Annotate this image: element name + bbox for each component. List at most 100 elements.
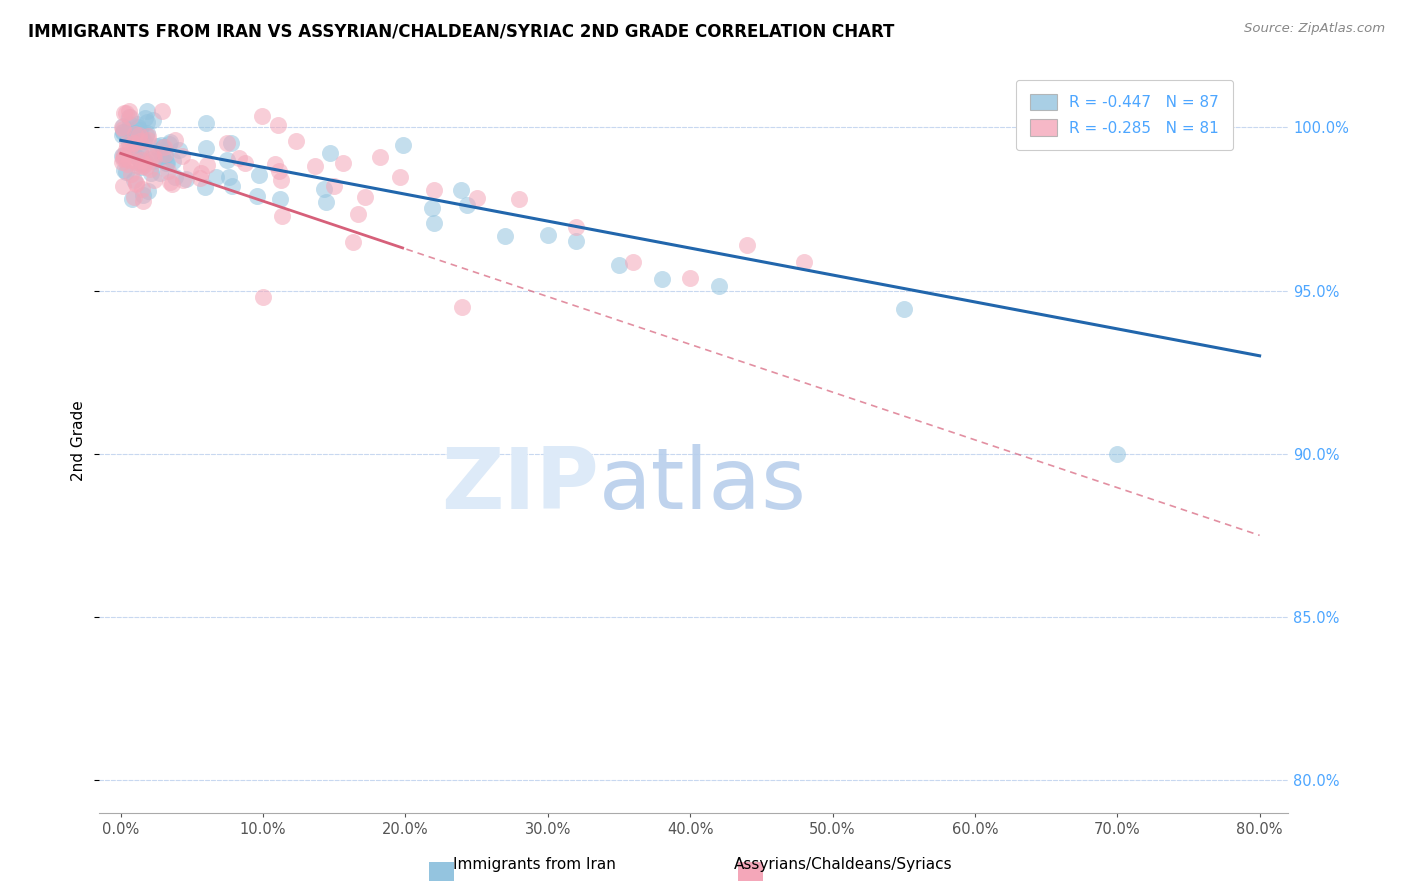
Point: [125, 132, 148, 146]
Point: [131, 131, 153, 145]
Point: [135, 161, 157, 175]
Point: [118, 110, 141, 124]
Point: [112, 148, 135, 162]
Point: [115, 105, 138, 120]
Point: [218, 169, 240, 184]
Point: [142, 151, 165, 165]
Point: [125, 176, 148, 190]
Point: [111, 153, 134, 167]
Point: [127, 150, 149, 164]
Point: [121, 133, 143, 147]
Point: [132, 134, 155, 148]
Point: [304, 159, 326, 173]
Point: [120, 167, 142, 181]
Point: [139, 166, 162, 180]
Point: [195, 116, 218, 130]
Point: [141, 149, 163, 163]
Y-axis label: 2nd Grade: 2nd Grade: [72, 401, 86, 481]
Point: [117, 123, 139, 137]
Point: [115, 165, 138, 179]
Point: [124, 128, 146, 142]
Point: [134, 154, 156, 169]
Point: [131, 156, 153, 170]
Point: [150, 149, 173, 163]
Point: [118, 136, 141, 151]
Point: [152, 103, 174, 118]
Point: [132, 194, 155, 208]
Point: [537, 227, 560, 242]
Point: [565, 234, 588, 248]
Point: [159, 135, 181, 149]
Point: [607, 259, 630, 273]
Point: [451, 300, 474, 314]
Point: [347, 206, 370, 220]
Point: [163, 169, 186, 184]
Point: [129, 153, 152, 167]
Point: [129, 160, 152, 174]
Point: [465, 191, 488, 205]
Point: [450, 184, 472, 198]
Point: [122, 173, 145, 187]
Point: [247, 168, 270, 182]
Point: [285, 134, 308, 148]
Point: [793, 255, 815, 269]
Point: [127, 120, 149, 134]
Point: [112, 125, 135, 139]
Point: [150, 137, 173, 152]
Point: [159, 175, 181, 189]
Point: [120, 110, 142, 124]
Point: [494, 228, 516, 243]
Point: [122, 136, 145, 151]
Point: [142, 173, 165, 187]
Point: [252, 290, 274, 304]
Point: [195, 141, 218, 155]
Point: [252, 109, 274, 123]
Point: [217, 153, 239, 168]
Point: [125, 126, 148, 140]
Point: [122, 148, 145, 162]
Point: [217, 136, 239, 150]
Point: [422, 216, 444, 230]
Point: [368, 150, 391, 164]
Point: [111, 119, 134, 133]
Point: [125, 154, 148, 169]
Point: [621, 255, 644, 269]
Point: [322, 179, 344, 194]
Point: [131, 182, 153, 196]
Point: [129, 131, 152, 145]
Point: [132, 157, 155, 171]
Point: [125, 177, 148, 191]
Point: [131, 143, 153, 157]
Point: [160, 177, 183, 191]
Point: [132, 187, 155, 202]
Point: [129, 134, 152, 148]
Point: [120, 117, 142, 131]
Point: [205, 169, 228, 184]
Point: [111, 154, 134, 169]
Point: [195, 158, 218, 172]
Point: [1107, 447, 1129, 461]
Point: [117, 103, 139, 118]
Point: [112, 162, 135, 177]
Point: [315, 195, 337, 210]
Point: [155, 156, 177, 170]
Point: [219, 136, 242, 150]
Point: [111, 149, 134, 163]
Point: [190, 166, 212, 180]
Point: [112, 106, 135, 120]
Point: [153, 149, 176, 163]
Point: [263, 157, 285, 171]
Point: [117, 136, 139, 151]
Point: [157, 136, 180, 151]
Point: [112, 121, 135, 136]
Point: [127, 159, 149, 173]
Point: [136, 185, 159, 199]
Point: [174, 172, 197, 186]
Point: [111, 120, 134, 135]
Point: [122, 146, 145, 161]
Point: [134, 112, 156, 126]
Point: [319, 145, 342, 160]
Point: [142, 112, 165, 127]
Point: [651, 271, 673, 285]
Point: [388, 169, 411, 184]
